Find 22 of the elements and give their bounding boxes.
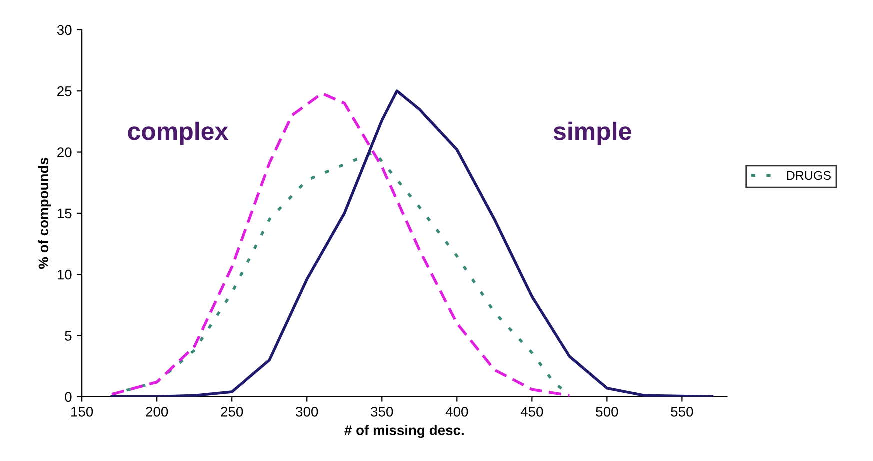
y-axis-title: % of compounds — [38, 158, 52, 270]
line-series — [110, 90, 714, 397]
annotation: complex — [128, 122, 228, 146]
y-tick-label: 20 — [58, 148, 72, 158]
y-tick-label: 5 — [65, 331, 72, 341]
x-tick-label: 500 — [596, 407, 618, 417]
annotation: simple — [554, 122, 632, 146]
x-tick-label: 400 — [446, 407, 468, 417]
y-tick-label: 0 — [65, 392, 72, 402]
x-tick-label: 550 — [671, 407, 694, 417]
x-axis-title: # of missing desc. — [344, 425, 464, 438]
legend-label: DRUGS — [787, 171, 831, 180]
x-tick-label: 350 — [371, 407, 394, 417]
y-tick-label: 15 — [58, 208, 72, 219]
x-tick-label: 200 — [146, 407, 168, 417]
x-tick-label: 250 — [221, 407, 244, 417]
y-tick-label: 25 — [58, 86, 72, 96]
x-tick-label: 300 — [296, 407, 318, 417]
x-tick-label: 450 — [520, 407, 544, 417]
x-tick-label: 150 — [72, 407, 94, 417]
y-tick-label: 30 — [57, 25, 72, 36]
y-tick-label: 10 — [58, 270, 72, 280]
